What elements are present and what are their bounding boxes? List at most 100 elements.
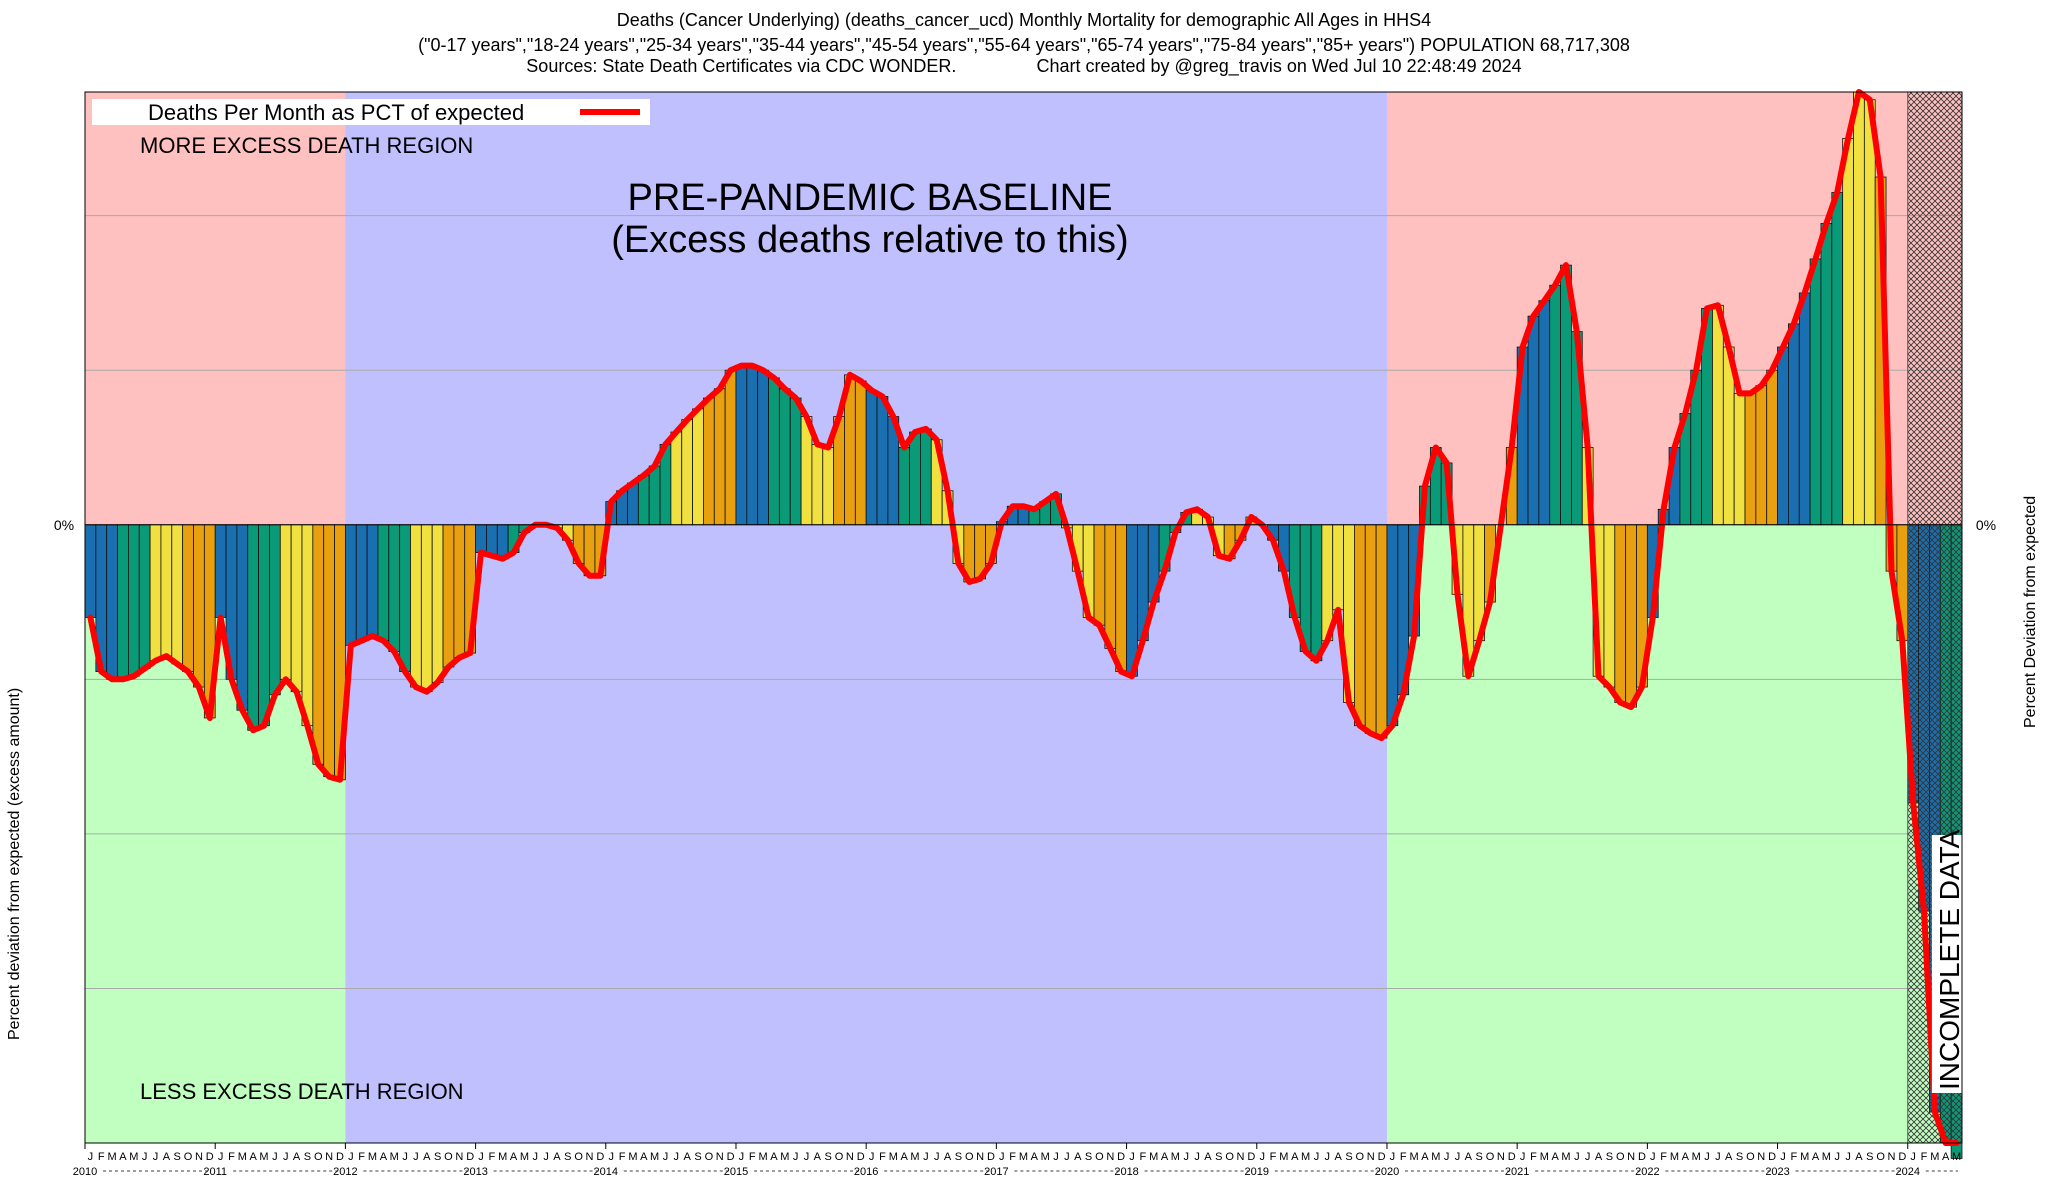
month-tick-label: O <box>1095 1151 1104 1163</box>
data-bar <box>1798 292 1811 526</box>
month-tick-label: O <box>1356 1151 1365 1163</box>
month-tick-label: A <box>1855 1151 1863 1163</box>
month-tick-label: A <box>1682 1151 1690 1163</box>
month-tick-label: J <box>934 1151 940 1163</box>
month-tick-label: S <box>1215 1151 1222 1163</box>
month-tick-label: J <box>272 1151 278 1163</box>
month-tick-label: A <box>163 1151 171 1163</box>
month-tick-label: S <box>434 1151 441 1163</box>
y-zero-label-right: 0% <box>1976 517 1996 533</box>
month-tick-label: F <box>749 1151 756 1163</box>
legend-series-label: Deaths Per Month as PCT of expected <box>148 100 524 125</box>
month-tick-label: N <box>716 1151 724 1163</box>
data-bar <box>1386 524 1399 727</box>
month-tick-label: F <box>488 1151 495 1163</box>
month-tick-label: M <box>368 1151 377 1163</box>
month-tick-label: N <box>455 1151 463 1163</box>
data-bar <box>138 524 151 669</box>
month-tick-label: S <box>1476 1151 1483 1163</box>
month-tick-label: D <box>206 1151 214 1163</box>
month-tick-label: M <box>1692 1151 1701 1163</box>
data-bar <box>789 397 802 526</box>
year-tick-label: 2021 <box>1505 1166 1529 1178</box>
month-tick-label: M <box>1149 1151 1158 1163</box>
data-bar <box>898 447 910 526</box>
data-bar <box>1538 300 1551 526</box>
month-tick-label: M <box>498 1151 507 1163</box>
month-tick-label: N <box>1757 1151 1765 1163</box>
data-bar <box>117 524 129 680</box>
year-tick-label: 2023 <box>1765 1166 1789 1178</box>
month-tick-label: J <box>1704 1151 1710 1163</box>
month-tick-label: J <box>1390 1151 1396 1163</box>
month-tick-label: A <box>1725 1151 1733 1163</box>
month-tick-label: F <box>1009 1151 1016 1163</box>
data-bar <box>171 524 184 665</box>
data-bar <box>279 524 292 680</box>
data-bar <box>768 377 780 526</box>
month-tick-label: J <box>218 1151 224 1163</box>
month-tick-label: J <box>608 1151 614 1163</box>
data-bar <box>149 524 162 662</box>
month-tick-label: M <box>1041 1151 1050 1163</box>
chart-title-line-2: ("0-17 years","18-24 years","25-34 years… <box>418 35 1630 55</box>
month-tick-label: D <box>857 1151 865 1163</box>
month-tick-label: N <box>586 1151 594 1163</box>
month-tick-label: O <box>705 1151 714 1163</box>
month-tick-label: A <box>293 1151 301 1163</box>
data-bar <box>1820 222 1833 526</box>
data-bar <box>735 365 748 526</box>
data-bar <box>1549 284 1561 526</box>
data-bar <box>713 388 726 526</box>
data-bar <box>724 369 737 526</box>
month-tick-label: N <box>1497 1151 1505 1163</box>
month-tick-label: N <box>1237 1151 1245 1163</box>
data-bar <box>1788 323 1800 526</box>
data-bar <box>822 447 835 526</box>
data-bar <box>1809 258 1822 526</box>
month-tick-label: N <box>325 1151 333 1163</box>
data-bar <box>377 524 390 642</box>
data-bar <box>1744 392 1757 526</box>
month-tick-label: J <box>1064 1151 1070 1163</box>
month-tick-label: M <box>1540 1151 1549 1163</box>
data-bar <box>854 380 867 526</box>
data-bar <box>876 396 889 526</box>
month-tick-label: J <box>869 1151 875 1163</box>
month-tick-label: O <box>1746 1151 1755 1163</box>
month-tick-label: M <box>1301 1151 1310 1163</box>
data-bar <box>778 388 791 526</box>
month-tick-label: J <box>1780 1151 1786 1163</box>
data-bar <box>247 524 259 731</box>
month-tick-label: S <box>1085 1151 1092 1163</box>
month-tick-label: D <box>596 1151 604 1163</box>
data-bar <box>1332 524 1344 611</box>
deaths-pct-series-line <box>87 89 1960 1146</box>
month-tick-label: J <box>1259 1151 1265 1163</box>
month-tick-label: M <box>910 1151 919 1163</box>
incomplete-data-label: INCOMPLETE DATA <box>1934 829 1965 1090</box>
year-tick-label: 2020 <box>1375 1166 1399 1178</box>
month-tick-label: J <box>88 1151 94 1163</box>
month-tick-label: F <box>619 1151 626 1163</box>
month-tick-label: A <box>1595 1151 1603 1163</box>
month-tick-label: D <box>1117 1151 1125 1163</box>
month-tick-label: D <box>336 1151 344 1163</box>
month-tick-label: D <box>727 1151 735 1163</box>
month-tick-label: A <box>640 1151 648 1163</box>
month-tick-label: M <box>628 1151 637 1163</box>
month-tick-label: J <box>1910 1151 1916 1163</box>
data-bar <box>214 524 227 618</box>
month-tick-label: F <box>879 1151 886 1163</box>
month-tick-label: N <box>195 1151 203 1163</box>
month-tick-label: M <box>238 1151 247 1163</box>
year-tick-label: 2010 <box>73 1166 97 1178</box>
year-tick-label: 2015 <box>724 1166 748 1178</box>
month-tick-label: M <box>1019 1151 1028 1163</box>
data-bar <box>1093 524 1106 626</box>
data-bar <box>1712 304 1724 526</box>
data-bar <box>1625 524 1637 708</box>
data-bar <box>757 369 769 526</box>
month-tick-label: J <box>1314 1151 1320 1163</box>
month-tick-label: M <box>1800 1151 1809 1163</box>
